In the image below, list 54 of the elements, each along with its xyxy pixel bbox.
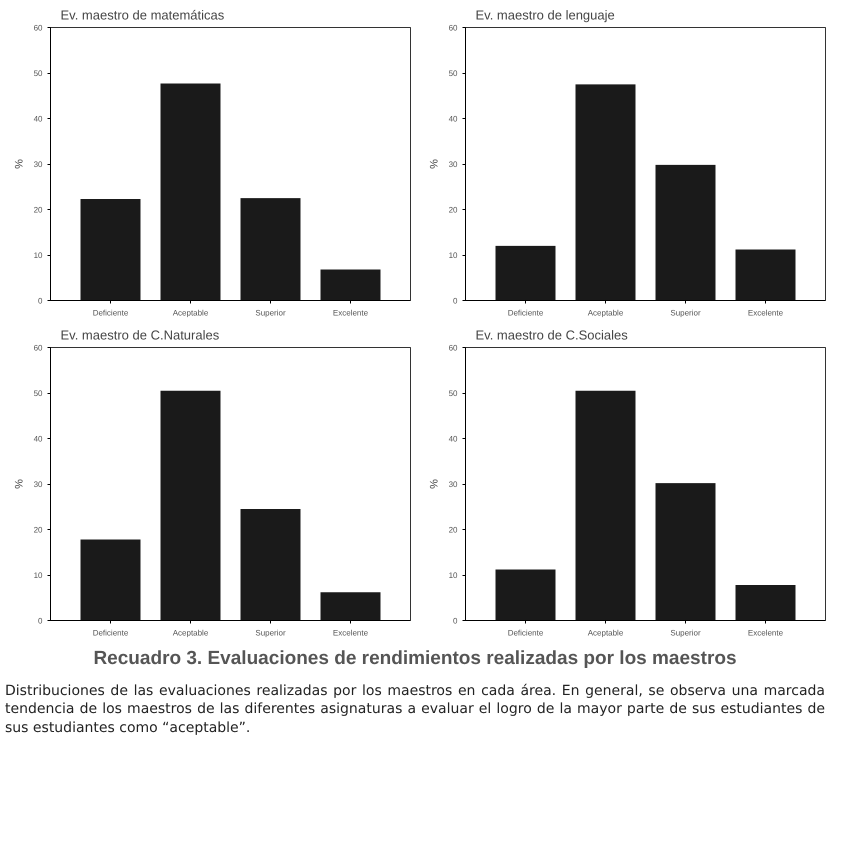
x-tick-label: Superior bbox=[670, 628, 701, 638]
x-tick-label: Superior bbox=[670, 308, 701, 318]
y-tick-label: 60 bbox=[34, 24, 44, 32]
y-tick-label: 0 bbox=[453, 616, 458, 626]
y-tick-label: 60 bbox=[448, 344, 458, 352]
x-tick-label: Excelente bbox=[332, 308, 369, 318]
y-tick-label: 30 bbox=[448, 160, 458, 169]
y-tick-label: 40 bbox=[448, 434, 458, 444]
y-tick-label: 60 bbox=[448, 24, 458, 32]
y-axis-title: % bbox=[428, 478, 441, 489]
y-tick-label: 10 bbox=[448, 251, 458, 260]
y-axis-title: % bbox=[14, 158, 26, 169]
x-tick-label: Excelente bbox=[332, 628, 369, 638]
y-tick-label: 40 bbox=[34, 434, 44, 444]
chart-title: Ev. maestro de C.Naturales bbox=[60, 328, 220, 342]
y-tick-label: 10 bbox=[448, 571, 458, 580]
y-axis-title: % bbox=[14, 478, 26, 489]
y-tick-label: 30 bbox=[34, 480, 44, 489]
y-tick-label: 30 bbox=[34, 160, 44, 169]
y-tick-label: 30 bbox=[448, 480, 458, 489]
chart-title: Ev. maestro de C.Sociales bbox=[476, 328, 628, 342]
text: Recuadro 3. Evaluaciones de rendimientos realizadas por los maestros bbox=[93, 647, 737, 671]
x-tick-label: Aceptable bbox=[172, 628, 209, 638]
y-tick-label: 40 bbox=[448, 114, 458, 124]
y-tick-label: 40 bbox=[34, 114, 44, 124]
y-tick-label: 10 bbox=[34, 251, 44, 260]
text: Distribuciones de las evaluaciones realizadas por los maestros en cada área. En general, se observa una marcada tendencia de los maestros de las diferentes asignaturas a evaluar el logro de la mayor parte de sus estudiantes de sus estudiantes como “aceptable”. bbox=[5, 682, 825, 737]
x-tick-label: Aceptable bbox=[588, 628, 624, 638]
x-tick-label: Superior bbox=[255, 308, 286, 318]
y-tick-label: 20 bbox=[34, 526, 44, 534]
y-tick-label: 50 bbox=[448, 389, 458, 398]
x-tick-label: Aceptable bbox=[588, 308, 624, 318]
x-tick-label: Deficiente bbox=[508, 628, 544, 638]
y-tick-label: 0 bbox=[453, 296, 458, 306]
x-tick-label: Deficiente bbox=[92, 308, 129, 318]
x-tick-label: Excelente bbox=[748, 308, 784, 318]
x-tick-label: Deficiente bbox=[508, 308, 544, 318]
y-tick-label: 50 bbox=[34, 389, 44, 398]
x-tick-label: Deficiente bbox=[92, 628, 129, 638]
x-tick-label: Aceptable bbox=[172, 308, 209, 318]
y-tick-label: 0 bbox=[38, 296, 44, 306]
y-axis-title: % bbox=[428, 158, 441, 169]
x-tick-label: Excelente bbox=[748, 628, 784, 638]
y-tick-label: 20 bbox=[448, 206, 458, 214]
y-tick-label: 20 bbox=[34, 206, 44, 214]
y-tick-label: 10 bbox=[34, 571, 44, 580]
x-tick-label: Superior bbox=[255, 628, 286, 638]
y-tick-label: 50 bbox=[34, 69, 44, 78]
chart-title: Ev. maestro de lenguaje bbox=[476, 8, 615, 22]
y-tick-label: 0 bbox=[38, 616, 44, 626]
y-tick-label: 50 bbox=[448, 69, 458, 78]
chart-title: Ev. maestro de matemáticas bbox=[60, 8, 225, 22]
y-tick-label: 20 bbox=[448, 526, 458, 534]
y-tick-label: 60 bbox=[34, 344, 44, 352]
